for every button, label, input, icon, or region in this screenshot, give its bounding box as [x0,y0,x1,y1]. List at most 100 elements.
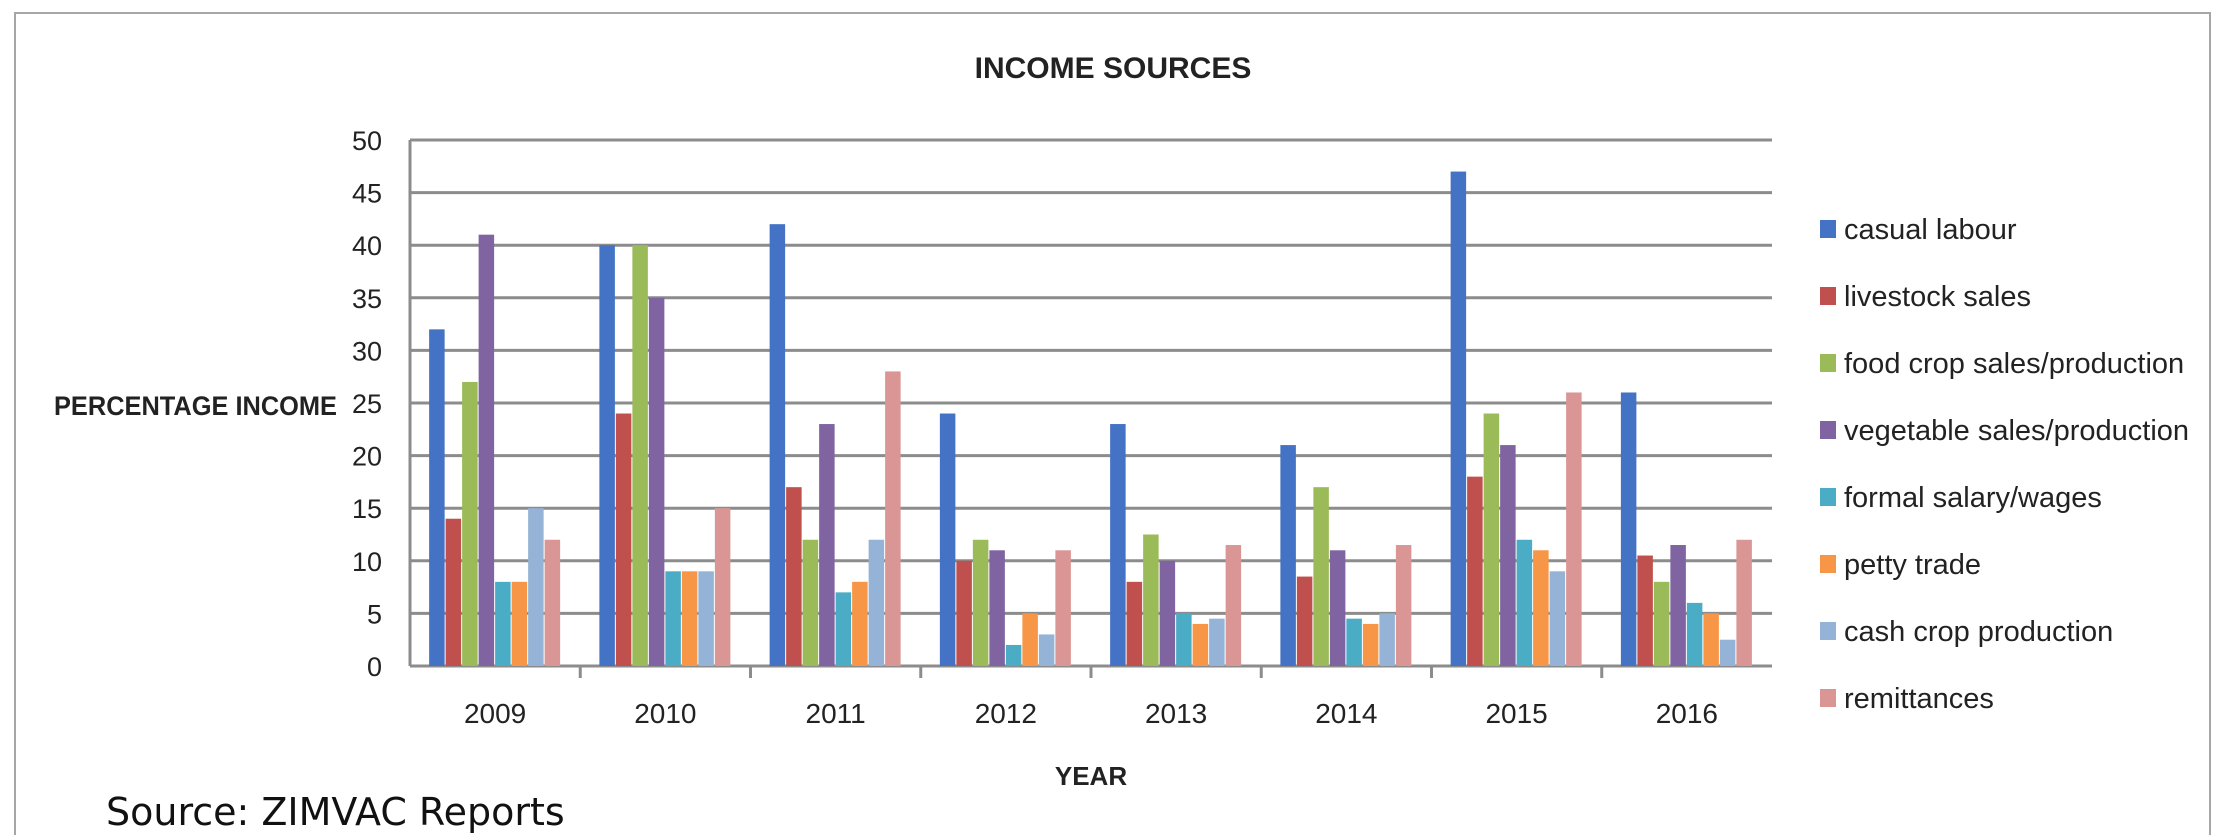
legend-label-8: remittances [1844,683,1994,715]
y-tick-label: 20 [352,442,382,472]
bar-petty-trade-2015 [1533,550,1549,666]
legend-swatch-7 [1820,622,1836,640]
bar-petty-trade-2016 [1703,613,1719,666]
bar-livestock-sales-2011 [786,487,802,666]
bar-cash-crop-production-2014 [1379,613,1395,666]
bar-casual-labour-2016 [1620,392,1637,666]
bar-formal-salary-wages-2015 [1516,539,1533,666]
x-axis-title: YEAR [1055,761,1127,791]
bar-vegetable-sales-production-2013 [1159,560,1176,666]
bar-formal-salary-wages-2010 [665,571,681,666]
bar-petty-trade-2009 [511,581,528,666]
bar-livestock-sales-2009 [445,518,462,666]
bar-livestock-sales-2013 [1126,581,1143,666]
bar-formal-salary-wages-2013 [1176,613,1192,666]
y-tick-label: 15 [352,494,382,524]
legend-label-3: food crop sales/production [1844,348,2184,380]
bar-cash-crop-production-2012 [1038,634,1055,666]
bar-livestock-sales-2012 [956,560,972,666]
x-tick-label: 2010 [634,698,696,729]
bar-remittances-2016 [1736,539,1752,666]
bar-petty-trade-2011 [852,581,868,666]
bar-food-crop-sales-production-2009 [462,381,478,666]
chart-title: INCOME SOURCES [975,52,1252,85]
legend-swatch-4 [1820,421,1836,439]
x-tick-label: 2016 [1656,698,1718,729]
bar-casual-labour-2011 [769,224,786,666]
y-tick-label: 40 [352,231,382,261]
legend-label-1: casual labour [1844,214,2017,246]
bar-petty-trade-2012 [1022,613,1038,666]
bar-remittances-2010 [714,508,731,666]
legend-label-5: formal salary/wages [1844,482,2102,514]
y-tick-label: 35 [352,284,382,314]
legend-label-4: vegetable sales/production [1844,415,2189,447]
bar-remittances-2012 [1055,550,1071,666]
bar-cash-crop-production-2015 [1549,571,1566,666]
bar-casual-labour-2012 [939,413,956,666]
x-tick-label: 2013 [1145,698,1207,729]
bar-formal-salary-wages-2012 [1005,644,1022,666]
legend-swatch-2 [1820,287,1836,305]
bar-cash-crop-production-2009 [528,508,544,666]
bar-food-crop-sales-production-2016 [1653,581,1670,666]
y-tick-label: 10 [352,547,382,577]
y-tick-label: 50 [352,126,382,156]
chart-frame [14,12,2211,835]
bar-petty-trade-2014 [1362,623,1379,666]
legend-swatch-1 [1820,220,1836,238]
bar-formal-salary-wages-2014 [1346,618,1362,666]
bar-food-crop-sales-production-2015 [1483,413,1500,666]
bar-vegetable-sales-production-2016 [1670,545,1686,666]
bar-cash-crop-production-2013 [1209,618,1225,666]
bar-vegetable-sales-production-2014 [1329,550,1346,666]
x-tick-label: 2012 [975,698,1037,729]
bar-food-crop-sales-production-2014 [1313,487,1329,666]
bar-vegetable-sales-production-2011 [819,424,835,666]
bar-remittances-2015 [1566,392,1582,666]
bar-remittances-2011 [885,371,901,666]
source-note: Source: ZIMVAC Reports [106,790,565,834]
legend-label-2: livestock sales [1844,281,2031,313]
x-tick-label: 2014 [1315,698,1377,729]
bar-formal-salary-wages-2016 [1686,602,1703,666]
bar-vegetable-sales-production-2015 [1500,445,1516,666]
x-tick-label: 2011 [806,698,866,729]
y-tick-label: 45 [352,179,382,209]
bar-remittances-2013 [1225,545,1242,666]
legend-swatch-8 [1820,689,1836,707]
bar-casual-labour-2009 [429,329,445,666]
x-tick-label: 2015 [1485,698,1547,729]
bar-petty-trade-2013 [1192,623,1209,666]
bar-livestock-sales-2014 [1296,576,1313,666]
y-tick-label: 30 [352,336,382,366]
bar-casual-labour-2015 [1450,171,1467,666]
bar-casual-labour-2010 [599,245,615,666]
legend-swatch-6 [1820,555,1836,573]
y-tick-label: 25 [352,389,382,419]
legend-label-7: cash crop production [1844,616,2113,648]
y-tick-label: 5 [367,599,382,629]
x-tick-label: 2009 [464,698,526,729]
bar-cash-crop-production-2011 [868,539,885,666]
legend-label-6: petty trade [1844,549,1981,581]
legend-swatch-3 [1820,354,1836,372]
bar-livestock-sales-2010 [615,413,632,666]
bar-vegetable-sales-production-2010 [648,297,665,666]
bar-food-crop-sales-production-2012 [972,539,989,666]
bar-casual-labour-2014 [1280,445,1296,666]
y-axis-title: PERCENTAGE INCOME [54,391,337,421]
bar-cash-crop-production-2010 [698,571,714,666]
y-tick-label: 0 [367,652,382,682]
bar-livestock-sales-2015 [1467,476,1483,666]
bar-formal-salary-wages-2009 [495,581,511,666]
bar-vegetable-sales-production-2012 [989,550,1005,666]
bar-cash-crop-production-2016 [1719,639,1736,666]
bar-vegetable-sales-production-2009 [478,234,495,666]
bar-remittances-2014 [1395,545,1412,666]
bar-food-crop-sales-production-2010 [632,245,648,666]
legend-swatch-5 [1820,488,1836,506]
bar-petty-trade-2010 [681,571,698,666]
bar-food-crop-sales-production-2011 [802,539,819,666]
